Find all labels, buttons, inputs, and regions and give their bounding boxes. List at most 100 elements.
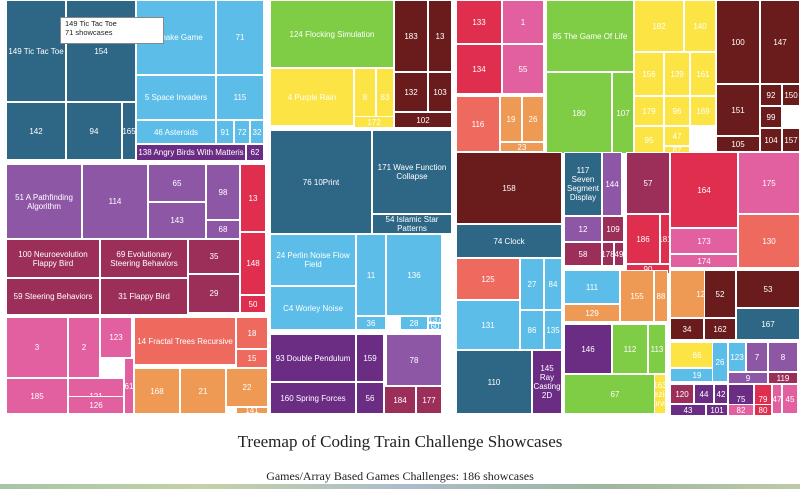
treemap-cell-82[interactable]: 82	[728, 404, 754, 416]
treemap-cell-110[interactable]: 110	[456, 350, 532, 414]
treemap-cell-182[interactable]: 182	[634, 0, 684, 52]
treemap-cell-58[interactable]: 58	[564, 242, 602, 266]
treemap-cell-104[interactable]: 104	[760, 128, 782, 152]
treemap-cell-88[interactable]: 88	[654, 270, 668, 322]
treemap-cell-28[interactable]: 28	[400, 316, 428, 330]
treemap-cell-44[interactable]: 44	[694, 384, 714, 404]
treemap-cell-137[interactable]: 137	[428, 316, 442, 323]
treemap-cell-36[interactable]: 36	[356, 316, 386, 330]
treemap-cell-62[interactable]: 62	[246, 144, 264, 161]
treemap-cell-86[interactable]: 86	[520, 310, 544, 350]
treemap-cell-3[interactable]: 3	[6, 317, 68, 378]
treemap-cell-173[interactable]: 173	[670, 228, 738, 254]
treemap-cell-78[interactable]: 78	[386, 334, 442, 386]
treemap-cell-7[interactable]: 7	[746, 342, 768, 372]
treemap-cell-91[interactable]: 91	[216, 120, 234, 144]
treemap-cell-85-the-game-of-life[interactable]: 85 The Game Of Life	[546, 0, 634, 72]
treemap-cell-142[interactable]: 142	[6, 102, 66, 160]
treemap-cell-47[interactable]: 47	[772, 384, 782, 414]
treemap-cell-1[interactable]: 1	[502, 0, 544, 44]
treemap-cell-92[interactable]: 92	[760, 84, 782, 106]
treemap-cell-144[interactable]: 144	[602, 152, 622, 216]
treemap-cell-24-perlin-noise-flow-field[interactable]: 24 Perlin Noise Flow Field	[270, 234, 356, 286]
treemap-cell-146[interactable]: 146	[564, 324, 612, 374]
treemap-cell-53[interactable]: 53	[736, 270, 800, 308]
treemap-cell-74-clock[interactable]: 74 Clock	[456, 224, 562, 258]
treemap-cell-60[interactable]: 60	[428, 323, 442, 330]
treemap-cell-113[interactable]: 113	[648, 324, 666, 374]
treemap-cell-112[interactable]: 112	[612, 324, 648, 374]
treemap-cell-59-steering-behaviors[interactable]: 59 Steering Behaviors	[6, 278, 100, 315]
treemap-cell-114[interactable]: 114	[82, 164, 148, 239]
treemap-cell-22[interactable]: 22	[226, 368, 268, 407]
treemap-cell-103[interactable]: 103	[428, 72, 452, 112]
treemap-cell-12[interactable]: 12	[564, 216, 602, 242]
treemap-cell-95[interactable]: 95	[634, 126, 664, 154]
treemap-cell-179[interactable]: 179	[634, 96, 664, 126]
treemap-cell-55[interactable]: 55	[502, 44, 544, 94]
treemap-cell-99[interactable]: 99	[760, 106, 782, 128]
treemap-cell-57[interactable]: 57	[626, 152, 670, 214]
treemap-cell-151[interactable]: 151	[716, 84, 760, 136]
treemap-cell-178[interactable]: 178	[602, 242, 614, 266]
treemap-cell-94[interactable]: 94	[66, 102, 122, 160]
treemap-cell-2[interactable]: 2	[68, 317, 100, 378]
treemap-cell-184[interactable]: 184	[384, 386, 416, 414]
treemap-cell-180[interactable]: 180	[546, 72, 612, 154]
treemap-cell-26[interactable]: 26	[712, 342, 728, 382]
treemap-cell-139[interactable]: 139	[664, 52, 690, 96]
treemap-cell-c4-worley-noise[interactable]: C4 Worley Noise	[270, 286, 356, 330]
treemap-cell-47[interactable]: 47	[664, 126, 690, 146]
treemap-cell-171-wave-function-collapse[interactable]: 171 Wave Function Collapse	[372, 130, 452, 214]
treemap-cell-32[interactable]: 32	[250, 120, 264, 144]
treemap-cell-160-spring-forces[interactable]: 160 Spring Forces	[270, 382, 356, 414]
treemap-cell-69-evolutionary-steering-behaviors[interactable]: 69 Evolutionary Steering Behaviors	[100, 239, 188, 278]
treemap-cell-161[interactable]: 161	[690, 52, 716, 96]
treemap-cell-163-bezier-curves[interactable]: 163 Bezier Curves	[654, 374, 666, 414]
treemap-cell-167[interactable]: 167	[736, 308, 800, 340]
treemap-cell-109[interactable]: 109	[602, 216, 624, 242]
treemap-cell-149-tic-tac-toe[interactable]: 149 Tic Tac Toe	[6, 0, 66, 102]
treemap-cell-130[interactable]: 130	[738, 214, 800, 268]
treemap-cell-165[interactable]: 165	[122, 102, 136, 160]
treemap-cell-18[interactable]: 18	[236, 317, 268, 349]
treemap-cell-26[interactable]: 26	[522, 96, 544, 142]
treemap-cell-65[interactable]: 65	[148, 164, 206, 202]
treemap-cell-132[interactable]: 132	[394, 72, 428, 112]
treemap-cell-29[interactable]: 29	[188, 274, 240, 313]
treemap-cell-96[interactable]: 96	[664, 96, 690, 126]
treemap-cell-133[interactable]: 133	[456, 0, 502, 44]
treemap-cell-186[interactable]: 186	[626, 214, 660, 264]
treemap-cell-119[interactable]: 119	[768, 372, 798, 384]
treemap-cell-158[interactable]: 158	[456, 152, 562, 224]
treemap-cell-172[interactable]: 172	[354, 116, 394, 128]
treemap-cell-156[interactable]: 156	[634, 52, 664, 96]
treemap-cell-42[interactable]: 42	[714, 384, 728, 404]
treemap-cell-162[interactable]: 162	[704, 318, 736, 340]
treemap-cell-98[interactable]: 98	[206, 164, 240, 220]
treemap-cell-72[interactable]: 72	[234, 120, 250, 144]
treemap-cell-116[interactable]: 116	[456, 96, 500, 152]
treemap-cell-61[interactable]: 61	[124, 358, 134, 414]
treemap-cell-35[interactable]: 35	[188, 239, 240, 274]
treemap-cell-177[interactable]: 177	[416, 386, 442, 414]
treemap-cell-147[interactable]: 147	[760, 0, 800, 84]
treemap-cell-185[interactable]: 185	[6, 378, 68, 414]
treemap-cell-181[interactable]: 181	[660, 214, 670, 264]
treemap-cell-34[interactable]: 34	[670, 318, 704, 340]
treemap-cell-169[interactable]: 169	[690, 96, 716, 126]
treemap-cell-117-seven-segment-display[interactable]: 117 Seven Segment Display	[564, 152, 602, 216]
treemap-cell-56[interactable]: 56	[356, 382, 384, 414]
treemap-cell-4-purple-rain[interactable]: 4 Purple Rain	[270, 68, 354, 126]
treemap-cell-71[interactable]: 71	[216, 0, 264, 75]
treemap-cell-19[interactable]: 19	[500, 96, 522, 142]
treemap-cell-15[interactable]: 15	[236, 349, 268, 368]
treemap-cell-101[interactable]: 101	[706, 404, 728, 416]
treemap-cell-102[interactable]: 102	[394, 112, 452, 128]
treemap-cell-175[interactable]: 175	[738, 152, 800, 214]
treemap-cell-31-flappy-bird[interactable]: 31 Flappy Bird	[100, 278, 188, 315]
treemap-cell-125[interactable]: 125	[456, 258, 520, 300]
treemap-cell-174[interactable]: 174	[670, 254, 738, 268]
treemap-cell-68[interactable]: 68	[206, 220, 240, 239]
treemap-cell-5-space-invaders[interactable]: 5 Space Invaders	[136, 75, 216, 120]
